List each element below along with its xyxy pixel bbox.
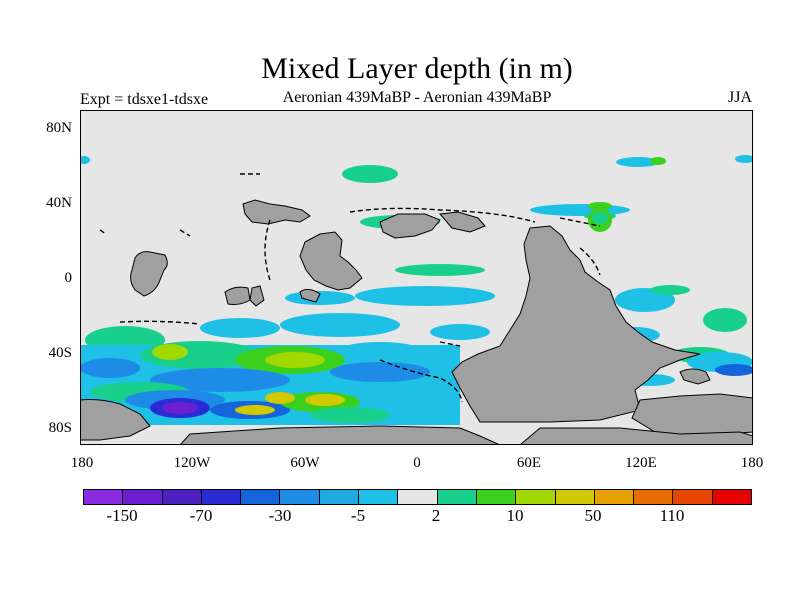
patch bbox=[285, 291, 355, 305]
patch bbox=[430, 324, 490, 340]
patch bbox=[650, 157, 666, 165]
coastline bbox=[579, 247, 601, 276]
patch bbox=[235, 405, 275, 415]
coastline bbox=[559, 217, 601, 227]
patch bbox=[650, 285, 690, 295]
patch bbox=[152, 344, 188, 360]
period-label: Aeronian 439MaBP - Aeronian 439MaBP bbox=[282, 89, 552, 106]
colorbar-swatch bbox=[555, 490, 595, 504]
coastline bbox=[179, 229, 191, 237]
patch bbox=[80, 156, 90, 164]
colorbar-swatch bbox=[201, 490, 242, 504]
patch bbox=[592, 212, 608, 224]
lat-tick-40s: 40S bbox=[48, 345, 72, 361]
land bbox=[451, 225, 701, 423]
patch bbox=[715, 364, 753, 376]
landmasses bbox=[80, 199, 753, 445]
colorbar-swatch bbox=[673, 490, 713, 504]
colorbar-swatch bbox=[476, 490, 517, 504]
colorbar-swatch bbox=[516, 490, 556, 504]
patch bbox=[305, 394, 345, 406]
map-frame bbox=[80, 110, 753, 445]
patch bbox=[265, 352, 325, 368]
land bbox=[130, 251, 168, 297]
land bbox=[519, 427, 753, 445]
coastline bbox=[439, 341, 461, 347]
lon-tick-60w: 60W bbox=[290, 455, 320, 471]
colorbar-swatch bbox=[398, 490, 438, 504]
patch bbox=[703, 308, 747, 332]
patch bbox=[588, 202, 612, 210]
lon-tick-120w: 120W bbox=[173, 455, 211, 471]
coastline bbox=[349, 207, 536, 223]
patch bbox=[342, 165, 398, 183]
map-svg bbox=[80, 110, 753, 445]
colorbar-label: -70 bbox=[189, 506, 213, 525]
lon-tick-180w: 180 bbox=[70, 455, 94, 471]
lat-tick-40n: 40N bbox=[46, 195, 72, 211]
colorbar-swatch bbox=[241, 490, 281, 504]
colorbar-swatch bbox=[162, 490, 202, 504]
patch bbox=[735, 155, 753, 163]
colorbar-label: 110 bbox=[659, 506, 685, 525]
patch bbox=[200, 318, 280, 338]
lat-tick-80s: 80S bbox=[48, 420, 72, 436]
land bbox=[379, 213, 441, 239]
colorbar-label: 50 bbox=[584, 506, 602, 525]
coastline bbox=[99, 229, 107, 235]
patch bbox=[80, 358, 140, 378]
lat-tick-0: 0 bbox=[64, 270, 73, 286]
colorbar-swatch bbox=[123, 490, 163, 504]
land bbox=[179, 425, 501, 445]
colorbar-label: -5 bbox=[350, 506, 366, 525]
lon-tick-120e: 120E bbox=[625, 455, 657, 471]
dashed-coastlines bbox=[99, 173, 601, 403]
colorbar-label: 2 bbox=[431, 506, 441, 525]
land bbox=[80, 399, 151, 441]
patch bbox=[616, 157, 660, 167]
colorbar-swatch bbox=[319, 490, 360, 504]
plot-title: Mixed Layer depth (in m) bbox=[261, 52, 573, 85]
experiment-label: Expt = tdsxe1-tdsxe bbox=[80, 91, 209, 108]
land bbox=[439, 211, 486, 233]
colorbar-label: 10 bbox=[506, 506, 524, 525]
coastline bbox=[379, 359, 463, 403]
lon-tick-0: 0 bbox=[413, 455, 421, 471]
colorbar-swatch bbox=[594, 490, 635, 504]
colorbar bbox=[83, 489, 752, 505]
patch bbox=[395, 264, 485, 276]
patch bbox=[330, 362, 430, 382]
colorbar-swatch bbox=[634, 490, 674, 504]
land bbox=[249, 285, 265, 307]
patch bbox=[355, 286, 495, 306]
land bbox=[299, 231, 363, 291]
land bbox=[679, 368, 711, 385]
colorbar-label: -150 bbox=[106, 506, 138, 525]
patch bbox=[530, 204, 630, 216]
colorbar-label: -30 bbox=[268, 506, 292, 525]
colorbar-swatch bbox=[84, 490, 124, 504]
season-label: JJA bbox=[727, 89, 752, 106]
lon-tick-180e: 180 bbox=[740, 455, 764, 471]
lon-tick-60e: 60E bbox=[516, 455, 542, 471]
patch bbox=[370, 390, 450, 410]
lat-tick-80n: 80N bbox=[46, 120, 72, 136]
colorbar-swatch bbox=[359, 490, 399, 504]
patch bbox=[265, 392, 295, 404]
land bbox=[242, 199, 311, 225]
patch bbox=[150, 368, 290, 392]
colorbar-swatch bbox=[280, 490, 320, 504]
patch bbox=[340, 342, 420, 358]
patch bbox=[280, 313, 400, 337]
land bbox=[299, 288, 321, 303]
land bbox=[224, 286, 251, 305]
colorbar-swatch bbox=[437, 490, 477, 504]
patch bbox=[310, 407, 390, 423]
coastline bbox=[119, 320, 201, 325]
patch bbox=[162, 402, 198, 414]
land bbox=[631, 393, 753, 437]
colorbar-swatch bbox=[712, 490, 752, 504]
map-panel bbox=[80, 110, 753, 445]
southern-ocean-band bbox=[80, 341, 753, 439]
